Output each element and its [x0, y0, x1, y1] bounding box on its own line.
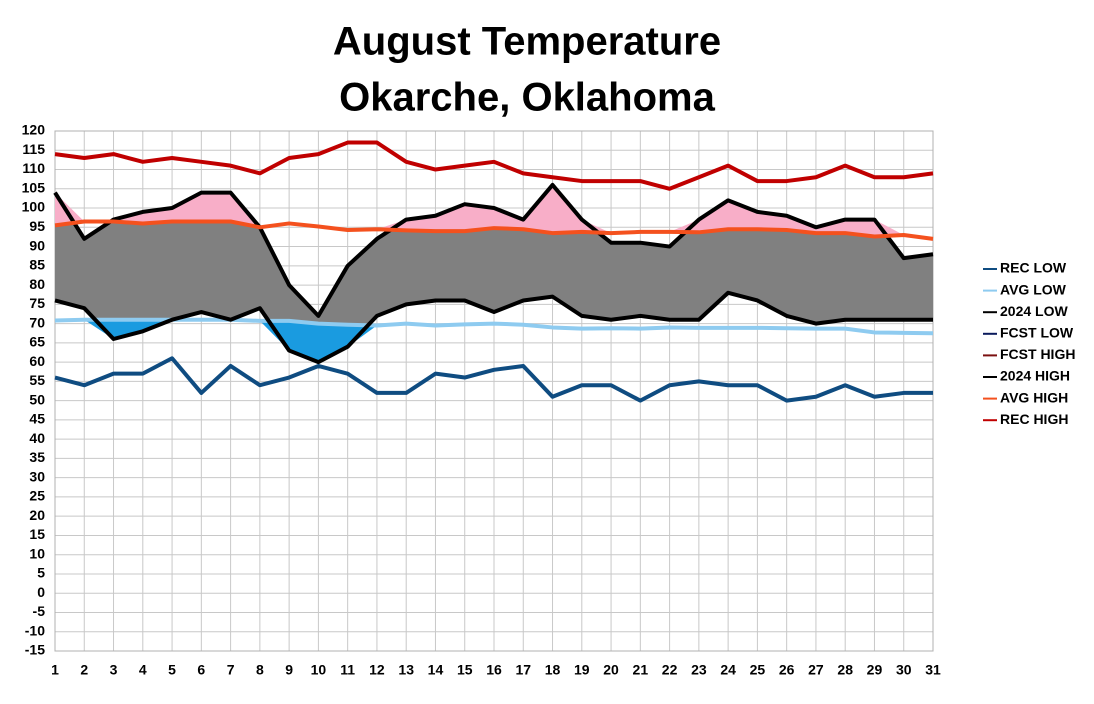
- y-tick-label: -5: [33, 603, 46, 619]
- y-tick-label: 35: [29, 449, 45, 465]
- y-tick-label: 75: [29, 295, 45, 311]
- x-tick-label: 8: [256, 662, 264, 678]
- y-tick-label: 65: [29, 334, 45, 350]
- fill-area: [55, 221, 933, 325]
- y-tick-label: 110: [22, 160, 45, 176]
- y-tick-label: 40: [29, 430, 45, 446]
- y-tick-label: 100: [22, 199, 46, 215]
- y-tick-label: 0: [37, 584, 45, 600]
- legend-label: AVG HIGH: [1000, 389, 1068, 405]
- x-tick-label: 29: [867, 662, 883, 678]
- legend-label: FCST LOW: [1000, 325, 1074, 341]
- x-tick-label: 25: [750, 662, 766, 678]
- x-tick-label: 6: [197, 662, 205, 678]
- x-tick-label: 19: [574, 662, 590, 678]
- series-line: [54, 317, 934, 336]
- y-tick-label: 45: [29, 411, 45, 427]
- series-line: [54, 219, 934, 241]
- x-tick-label: 17: [515, 662, 531, 678]
- x-tick-label: 4: [139, 662, 147, 678]
- y-tick-label: 80: [29, 276, 45, 292]
- x-tick-label: 18: [545, 662, 561, 678]
- legend-label: FCST HIGH: [1000, 346, 1075, 362]
- y-tick-label: 90: [29, 237, 45, 253]
- y-tick-label: -10: [25, 622, 45, 638]
- y-tick-label: 10: [29, 545, 45, 561]
- series-line: [54, 290, 933, 365]
- x-tick-label: 7: [227, 662, 235, 678]
- x-tick-label: 2: [80, 662, 88, 678]
- legend-label: 2024 LOW: [1000, 303, 1068, 319]
- y-tick-label: 15: [29, 526, 45, 542]
- x-tick-label: 22: [662, 662, 678, 678]
- y-tick-label: 120: [22, 122, 46, 138]
- y-tick-label: 30: [29, 468, 45, 484]
- x-tick-label: 15: [457, 662, 473, 678]
- legend-label: AVG LOW: [1000, 281, 1067, 297]
- x-tick-label: 3: [110, 662, 118, 678]
- x-tick-label: 30: [896, 662, 912, 678]
- y-tick-label: 105: [22, 179, 46, 195]
- x-tick-label: 16: [486, 662, 502, 678]
- x-tick-label: 14: [428, 662, 444, 678]
- x-tick-label: 23: [691, 662, 707, 678]
- series-line: [54, 140, 934, 191]
- y-tick-label: 60: [29, 353, 45, 369]
- y-tick-label: 70: [29, 314, 45, 330]
- series-line: [54, 356, 933, 403]
- x-tick-label: 27: [808, 662, 824, 678]
- x-tick-label: 20: [603, 662, 619, 678]
- fill-area: [55, 184, 933, 239]
- legend-label: REC HIGH: [1000, 411, 1068, 427]
- x-tick-label: 31: [925, 662, 941, 678]
- chart-title: August Temperature: [333, 20, 721, 64]
- x-tick-label: 21: [633, 662, 649, 678]
- legend-label: REC LOW: [1000, 260, 1067, 276]
- x-tick-label: 26: [779, 662, 795, 678]
- y-tick-label: 20: [29, 507, 45, 523]
- chart-subtitle: Okarche, Oklahoma: [339, 76, 715, 120]
- x-tick-label: 24: [720, 662, 736, 678]
- series-line: [53, 182, 934, 318]
- y-tick-label: 95: [29, 218, 45, 234]
- y-tick-label: 55: [29, 372, 45, 388]
- y-tick-label: 115: [22, 141, 45, 157]
- y-tick-label: 50: [29, 391, 45, 407]
- x-tick-label: 10: [311, 662, 327, 678]
- y-tick-label: 85: [29, 257, 45, 273]
- legend-label: 2024 HIGH: [1000, 368, 1070, 384]
- x-tick-label: 1: [51, 662, 59, 678]
- x-tick-label: 5: [168, 662, 176, 678]
- y-tick-label: 25: [29, 488, 45, 504]
- y-tick-label: 5: [37, 565, 45, 581]
- x-tick-label: 11: [340, 662, 355, 678]
- y-tick-label: -15: [25, 642, 45, 658]
- x-tick-label: 12: [369, 662, 385, 678]
- x-tick-label: 13: [398, 662, 414, 678]
- x-tick-label: 9: [285, 662, 293, 678]
- x-tick-label: 28: [837, 662, 853, 678]
